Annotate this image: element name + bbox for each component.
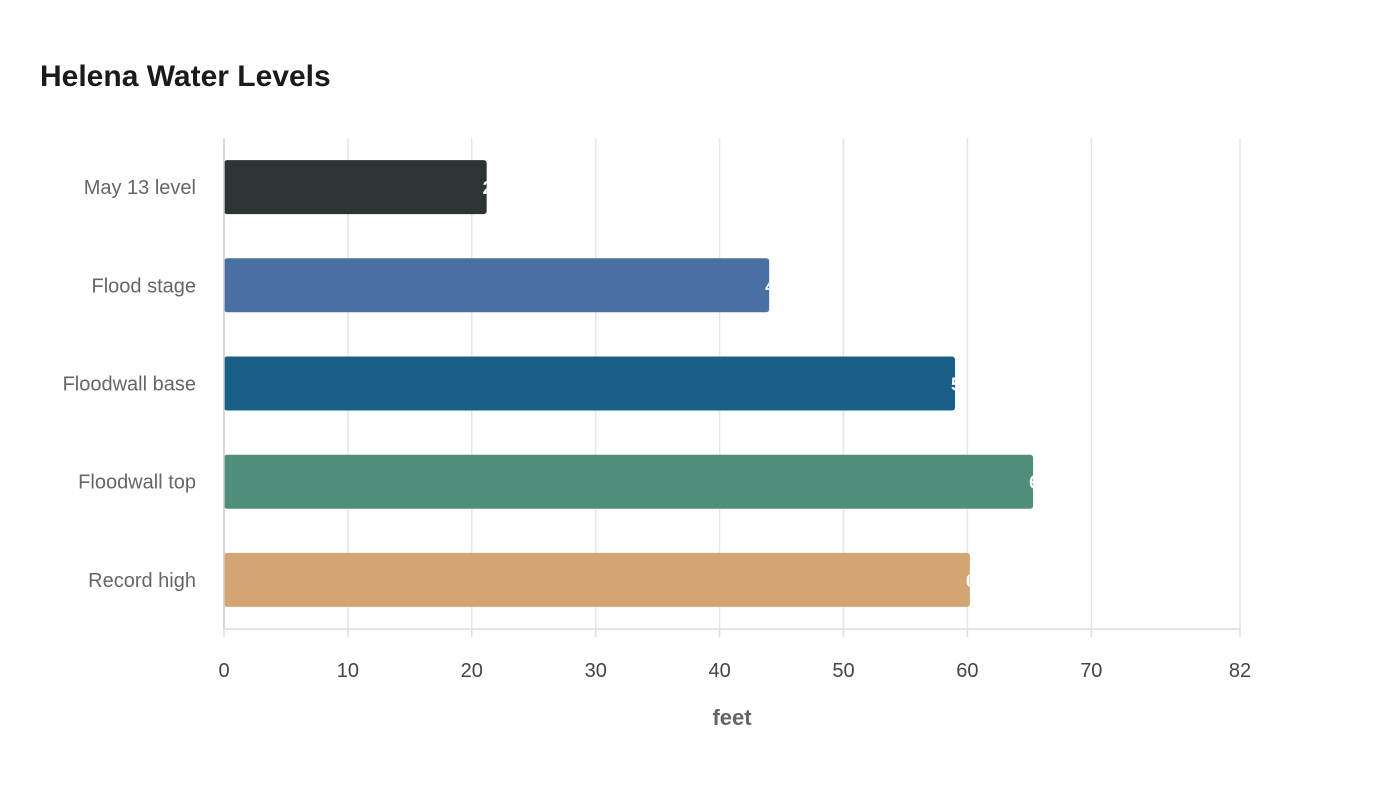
x-tick-label: 50 (832, 660, 854, 682)
x-tick-label: 10 (337, 660, 359, 682)
x-tick-label: 0 (218, 660, 229, 682)
y-category-label: May 13 level (84, 177, 196, 199)
data-label: 59 (951, 375, 971, 395)
data-label: 21.2 (483, 178, 518, 198)
x-tick-label: 82 (1229, 660, 1251, 682)
bar-may-13-level (224, 160, 487, 215)
x-tick-label: 40 (708, 660, 730, 682)
data-label: 44 (765, 276, 785, 296)
axes: 0 10 20 30 40 50 60 70 82 May 13 level Flood stage… (63, 138, 1251, 682)
bar-flood-stage (224, 258, 770, 313)
data-label: 60.2 (966, 571, 1001, 591)
y-category-label: Floodwall top (78, 472, 196, 494)
y-category-label: Floodwall base (63, 374, 196, 396)
bar-record-high (224, 552, 970, 607)
chart-title: Helena Water Levels (40, 60, 331, 93)
data-label: 65.3 (1029, 473, 1064, 493)
bar-floodwall-top (224, 454, 1034, 509)
x-axis-title: feet (712, 705, 752, 730)
x-tick-label: 30 (585, 660, 607, 682)
y-category-label: Flood stage (91, 275, 196, 297)
bars: 21.2 44 59 65.3 60.2 (224, 160, 1064, 607)
x-tick-label: 20 (461, 660, 483, 682)
y-category-label: Record high (88, 570, 196, 592)
x-tick-label: 70 (1080, 660, 1102, 682)
x-tick-label: 60 (956, 660, 978, 682)
bar-floodwall-base (224, 356, 956, 411)
